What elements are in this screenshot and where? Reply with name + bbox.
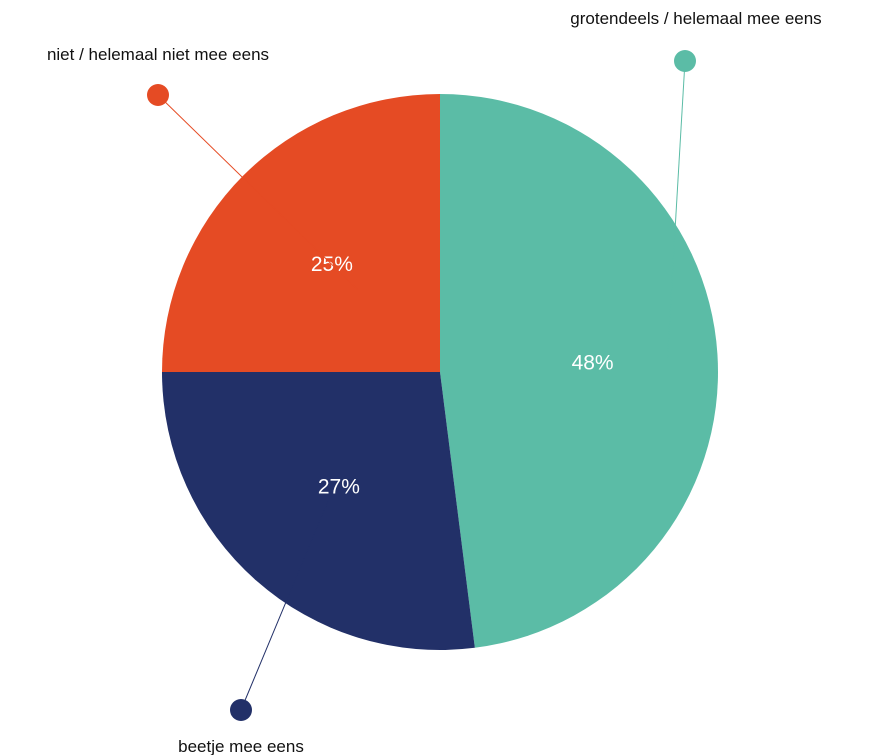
callout-dot [230,699,252,721]
slice-value-label: 48% [572,351,614,374]
pie-slice [162,372,475,650]
callout-line [667,60,686,358]
callout-dot [147,84,169,106]
callout-label: grotendeels / helemaal mee eens [570,9,821,28]
callout-line [157,94,358,290]
slice-value-label: 27% [318,476,360,499]
pie-slice [162,94,440,372]
callout-label: beetje mee eens [178,737,304,755]
callout-line [240,496,331,711]
callout-label: niet / helemaal niet mee eens [47,45,269,64]
callout-dot [674,50,696,72]
pie-slice [440,94,718,648]
